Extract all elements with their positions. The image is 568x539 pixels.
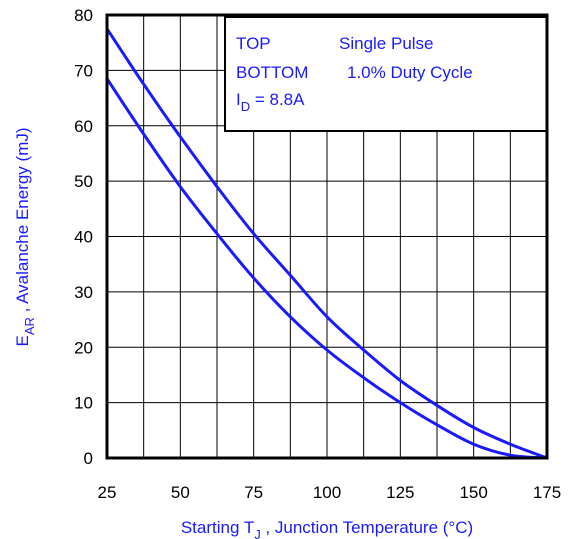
- legend-top-value: Single Pulse: [339, 34, 434, 53]
- x-tick-label: 25: [98, 483, 117, 502]
- x-tick-label: 75: [244, 483, 263, 502]
- y-axis-title-sub: AR: [22, 317, 37, 335]
- x-axis-title-prefix: Starting T: [181, 518, 254, 537]
- legend: TOP Single Pulse BOTTOM 1.0% Duty Cycle …: [224, 16, 548, 132]
- y-tick-labels: 0 10 20 30 40 50 60 70 80: [74, 6, 93, 468]
- legend-condition: ID = 8.8A: [236, 90, 305, 114]
- y-tick-label: 10: [74, 394, 93, 413]
- curve-lines: [105, 27, 549, 460]
- x-tick-label: 100: [313, 483, 341, 502]
- x-axis-title: Starting TJ , Junction Temperature (°C): [181, 518, 473, 539]
- x-tick-label: 175: [533, 483, 561, 502]
- legend-condition-prefix: I: [236, 90, 241, 109]
- x-axis-title-sub: J: [254, 527, 261, 539]
- x-tick-labels: 25 50 75 100 125 150 175: [98, 483, 562, 502]
- legend-box: [224, 16, 548, 132]
- y-axis-title-suffix: , Avalanche Energy (mJ): [13, 127, 32, 317]
- y-tick-label: 60: [74, 117, 93, 136]
- plot-frame: [105, 13, 549, 460]
- y-tick-label: 40: [74, 228, 93, 247]
- y-tick-label: 50: [74, 172, 93, 191]
- legend-condition-suffix: = 8.8A: [250, 90, 305, 109]
- duty-cycle-curve: [105, 77, 549, 460]
- legend-condition-sub: D: [241, 99, 250, 114]
- x-tick-label: 50: [171, 483, 190, 502]
- y-tick-label: 20: [74, 338, 93, 357]
- x-axis-title-suffix: , Junction Temperature (°C): [261, 518, 473, 537]
- single-pulse-curve: [105, 27, 549, 460]
- legend-bottom-label: BOTTOM: [236, 63, 308, 82]
- y-tick-label: 80: [74, 6, 93, 25]
- y-axis-title: EAR , Avalanche Energy (mJ): [13, 127, 37, 346]
- y-tick-label: 30: [74, 283, 93, 302]
- y-tick-label: 0: [84, 449, 93, 468]
- x-tick-label: 125: [386, 483, 414, 502]
- y-tick-label: 70: [74, 61, 93, 80]
- y-axis-title-prefix: E: [13, 335, 32, 346]
- x-tick-label: 150: [459, 483, 487, 502]
- legend-bottom-value: 1.0% Duty Cycle: [347, 63, 473, 82]
- legend-top-label: TOP: [236, 34, 271, 53]
